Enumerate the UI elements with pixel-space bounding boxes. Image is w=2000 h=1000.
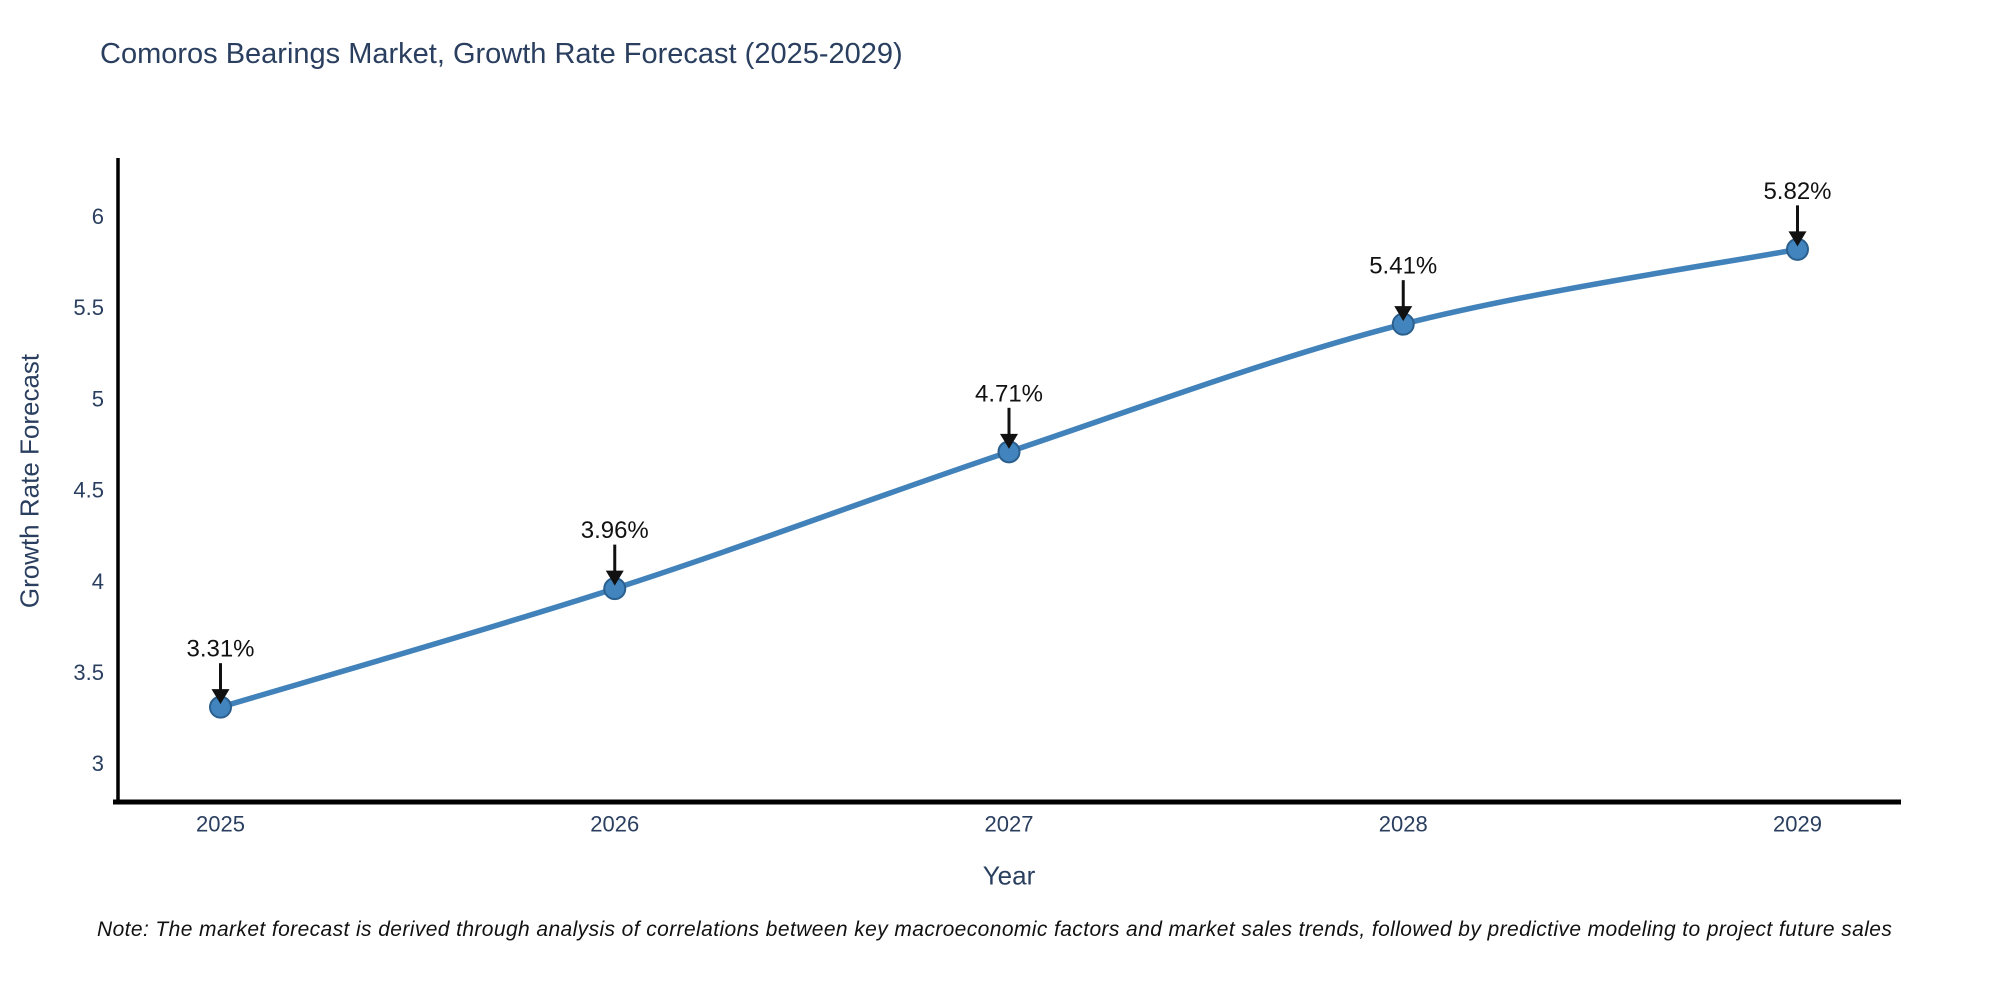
y-tick-label: 5 [92, 386, 104, 411]
series-line [217, 246, 1801, 710]
annotation-arrowhead [605, 570, 624, 586]
y-tick-label: 3 [92, 751, 104, 776]
point-annotation-label: 4.71% [975, 380, 1043, 407]
x-tick-label: 2025 [196, 812, 245, 837]
x-tick-label: 2029 [1773, 812, 1822, 837]
point-annotation-label: 5.82% [1763, 178, 1831, 205]
y-tick-label: 5.5 [73, 295, 104, 320]
x-tick-label: 2026 [590, 812, 639, 837]
annotation-arrowhead [211, 689, 230, 705]
chart-title: Comoros Bearings Market, Growth Rate For… [100, 38, 903, 70]
point-annotation-label: 3.96% [581, 517, 649, 544]
point-annotation-label: 5.41% [1369, 253, 1437, 280]
x-tick-label: 2027 [985, 812, 1034, 837]
y-axis-title: Growth Rate Forecast [14, 353, 45, 609]
y-tick-label: 4 [92, 569, 104, 594]
annotation-arrowhead [1394, 306, 1413, 322]
y-tick-label: 3.5 [73, 660, 104, 685]
y-tick-label: 6 [92, 204, 104, 229]
y-tick-label: 4.5 [73, 478, 104, 503]
annotation-arrowhead [1788, 231, 1807, 247]
x-tick-label: 2028 [1379, 812, 1428, 837]
point-annotation-label: 3.31% [186, 636, 254, 663]
footnote: Note: The market forecast is derived thr… [97, 918, 1893, 941]
annotation-arrowhead [1000, 433, 1018, 449]
x-axis-title: Year [982, 860, 1036, 891]
